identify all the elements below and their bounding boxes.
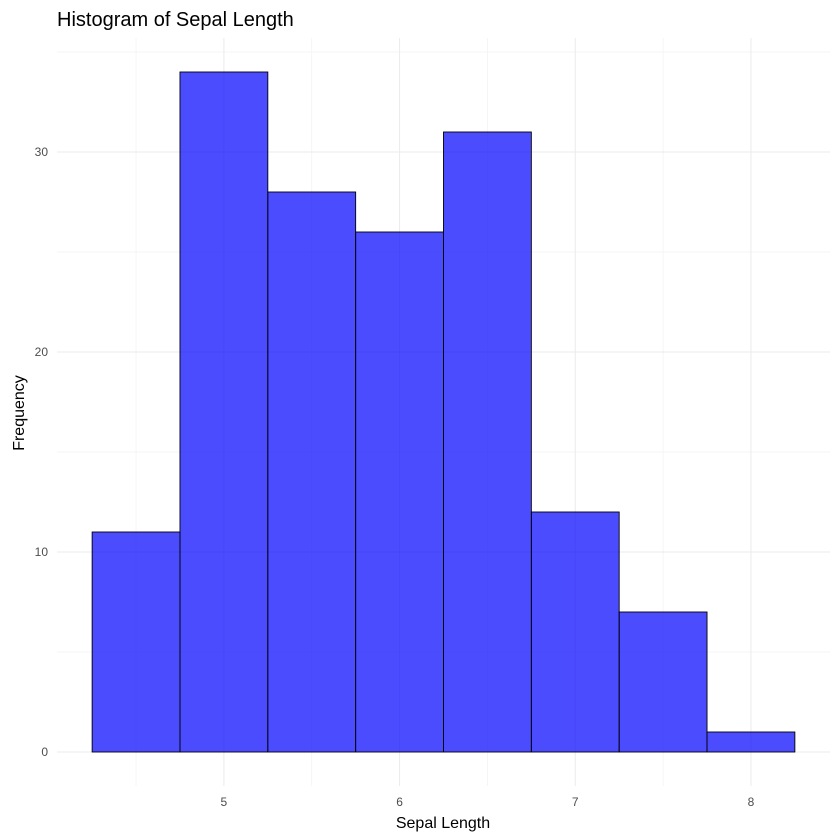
histogram-bar <box>706 731 796 753</box>
x-tick-label: 7 <box>572 795 579 809</box>
y-tick-label: 20 <box>35 345 49 359</box>
y-tick-label: 30 <box>35 145 49 159</box>
y-axis-title: Frequency <box>11 375 28 451</box>
histogram-bar <box>355 231 444 753</box>
y-tick-label: 10 <box>35 545 49 559</box>
x-tick-label: 5 <box>221 795 228 809</box>
y-tick-labels: 0 10 20 30 <box>35 145 49 759</box>
chart-title: Histogram of Sepal Length <box>57 9 294 31</box>
y-tick-label: 0 <box>41 745 48 759</box>
histogram-bar <box>443 131 532 753</box>
histogram-bar <box>267 191 357 753</box>
histogram-bar <box>618 611 708 753</box>
histogram-bar <box>91 531 181 753</box>
x-axis-title: Sepal Length <box>396 815 490 832</box>
histogram-bar <box>179 71 269 753</box>
x-tick-labels: 5 6 7 8 <box>221 795 755 809</box>
histogram-bar <box>530 511 620 753</box>
x-tick-label: 6 <box>396 795 403 809</box>
x-tick-label: 8 <box>748 795 755 809</box>
bars <box>91 71 796 753</box>
